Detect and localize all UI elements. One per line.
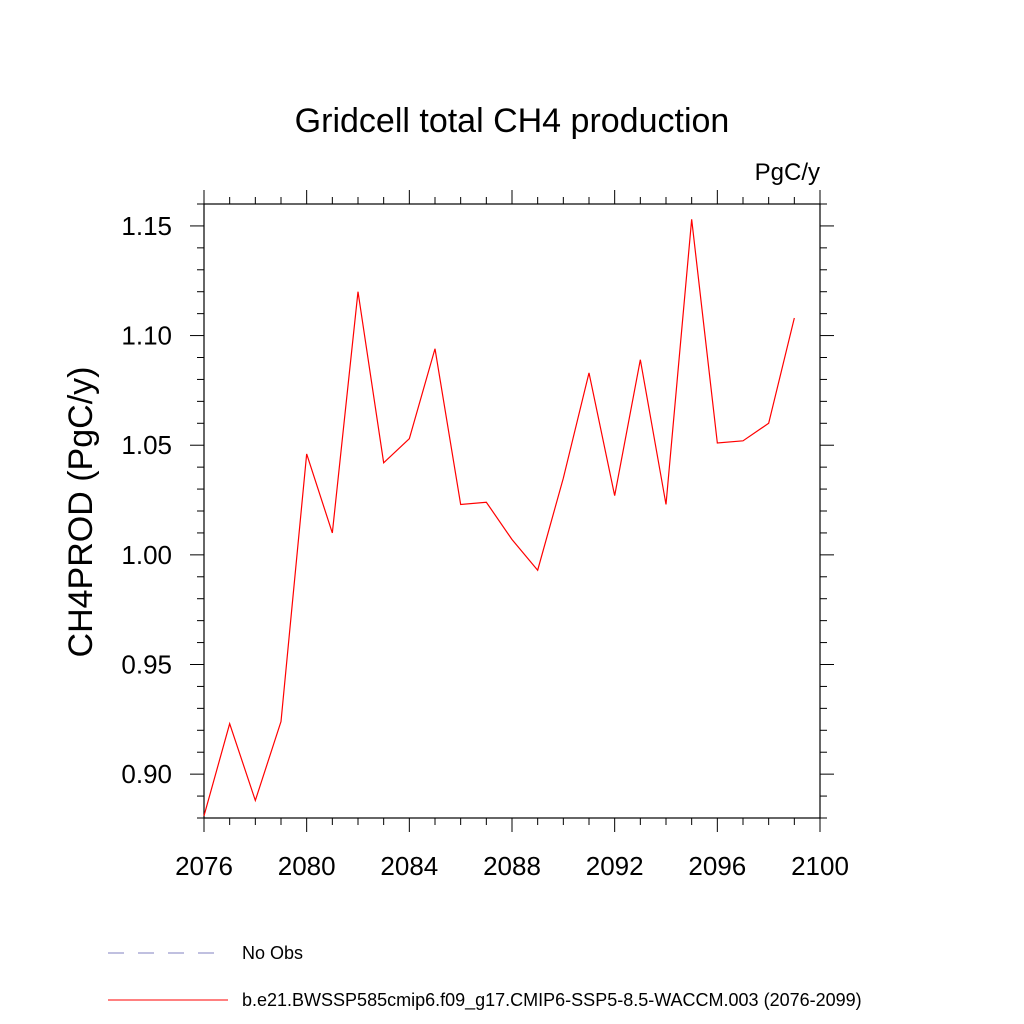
series-group <box>203 219 795 816</box>
series-line <box>203 219 795 816</box>
y-tick-label: 1.15 <box>121 211 172 241</box>
x-tick-label: 2100 <box>791 851 849 881</box>
x-tick-label: 2092 <box>586 851 644 881</box>
y-tick-label: 1.05 <box>121 430 172 460</box>
x-tick-labels: 2076 2080 2084 2088 2092 2096 2100 <box>175 851 849 881</box>
y-tick-label: 0.90 <box>121 759 172 789</box>
y-tick-labels: 0.90 0.95 1.00 1.05 1.10 1.15 <box>121 211 172 789</box>
legend-label-waccm: b.e21.BWSSP585cmip6.f09_g17.CMIP6-SSP5-8… <box>242 990 862 1011</box>
y-tick-label: 1.00 <box>121 540 172 570</box>
y-tick-label: 1.10 <box>121 321 172 351</box>
chart-title: Gridcell total CH4 production <box>295 102 730 140</box>
x-tick-label: 2080 <box>278 851 336 881</box>
legend: No Obs b.e21.BWSSP585cmip6.f09_g17.CMIP6… <box>108 943 862 1011</box>
x-tick-label: 2096 <box>688 851 746 881</box>
y-tick-label: 0.95 <box>121 650 172 680</box>
axis-ticks <box>190 190 834 832</box>
units-label: PgC/y <box>755 159 820 186</box>
y-axis-label: CH4PROD (PgC/y) <box>62 367 100 658</box>
x-tick-label: 2088 <box>483 851 541 881</box>
x-tick-label: 2076 <box>175 851 233 881</box>
x-tick-label: 2084 <box>380 851 438 881</box>
plot-frame <box>203 203 821 819</box>
legend-label-no-obs: No Obs <box>242 943 303 963</box>
